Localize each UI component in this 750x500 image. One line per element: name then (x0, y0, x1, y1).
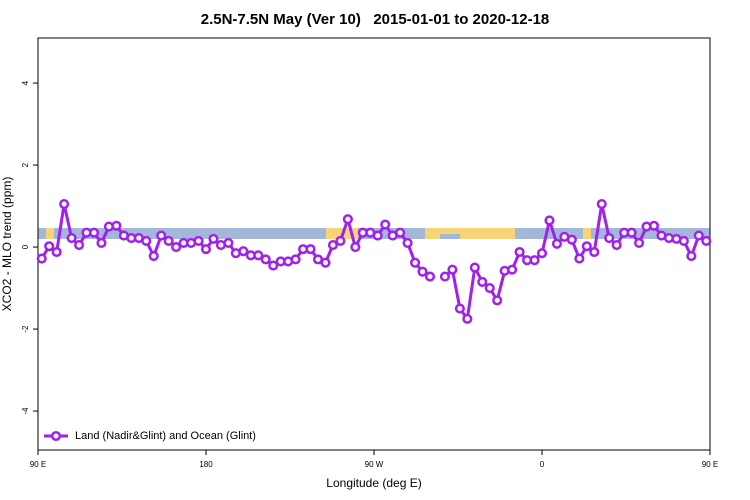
data-point (148, 251, 159, 262)
data-point (335, 235, 346, 246)
data-point (514, 246, 525, 258)
y-axis-label: XCO2 - MLO trend (ppm) (0, 177, 14, 312)
y-tick-label: 4 (21, 80, 30, 85)
data-point (290, 254, 301, 265)
data-point (529, 255, 540, 266)
data-point (253, 250, 264, 261)
legend-marker (50, 430, 62, 442)
data-point (536, 248, 548, 259)
data-point (469, 262, 480, 273)
data-point (484, 283, 495, 294)
data-point (693, 230, 704, 241)
data-point (424, 271, 436, 282)
data-point (156, 230, 167, 241)
data-point (439, 271, 450, 282)
land-strip (583, 228, 591, 239)
data-point (305, 244, 316, 255)
data-point (477, 276, 488, 287)
data-point (372, 230, 383, 241)
data-point (581, 241, 592, 252)
data-point (611, 239, 622, 251)
data-point (417, 266, 428, 277)
data-point (350, 242, 361, 253)
data-point (410, 257, 421, 268)
data-point (380, 219, 391, 230)
y-tick-label: 0 (21, 244, 30, 249)
data-point (492, 295, 503, 306)
data-point (395, 227, 406, 238)
data-point (462, 313, 473, 324)
data-point (223, 237, 234, 249)
data-point (574, 253, 585, 264)
data-point (447, 264, 458, 275)
legend-label: Land (Nadir&Glint) and Ocean (Glint) (75, 430, 256, 442)
data-point (51, 246, 62, 258)
data-point (589, 246, 600, 258)
data-point (74, 239, 85, 251)
data-point (544, 215, 555, 226)
y-tick-label: -4 (21, 407, 30, 415)
data-point (111, 220, 122, 231)
data-point (193, 235, 204, 246)
data-point (604, 233, 615, 244)
ocean-strip (440, 234, 460, 239)
data-point (200, 244, 212, 255)
data-point (320, 257, 331, 268)
x-tick-label: 90 W (365, 460, 384, 469)
data-point (171, 242, 182, 253)
data-point (566, 234, 577, 245)
land-strip (425, 228, 515, 239)
data-point (678, 235, 689, 246)
data-point (141, 235, 152, 246)
y-tick-label: -2 (21, 325, 30, 333)
data-point (59, 198, 70, 210)
x-tick-label: 90 E (30, 460, 46, 469)
data-point (551, 238, 562, 249)
data-point (66, 233, 77, 244)
data-point (44, 241, 55, 252)
data-point (238, 246, 249, 257)
data-point (402, 237, 413, 249)
data-point (268, 260, 279, 271)
data-point (454, 303, 465, 314)
x-tick-label: 0 (540, 460, 545, 469)
plot-frame (37, 37, 711, 451)
data-point (701, 235, 712, 246)
data-point (342, 214, 353, 225)
data-point (507, 264, 518, 275)
data-point (96, 237, 107, 249)
data-point (36, 253, 47, 264)
data-point (163, 235, 174, 246)
series-line (40, 203, 708, 323)
data-point (327, 239, 338, 251)
data-point (648, 220, 660, 231)
x-axis-label: Longitude (deg E) (326, 476, 421, 490)
data-point (634, 237, 645, 249)
x-tick-label: 180 (199, 460, 213, 469)
data-point (260, 254, 271, 265)
data-point (626, 227, 637, 238)
y-tick-label: 2 (21, 162, 30, 167)
data-point (208, 233, 219, 244)
data-point (686, 251, 697, 262)
data-point (596, 198, 607, 210)
land-strip (46, 228, 54, 239)
x-tick-label: 90 E (702, 460, 718, 469)
data-point (88, 227, 100, 238)
chart-title: 2.5N-7.5N May (Ver 10) 2015-01-01 to 202… (201, 11, 550, 28)
